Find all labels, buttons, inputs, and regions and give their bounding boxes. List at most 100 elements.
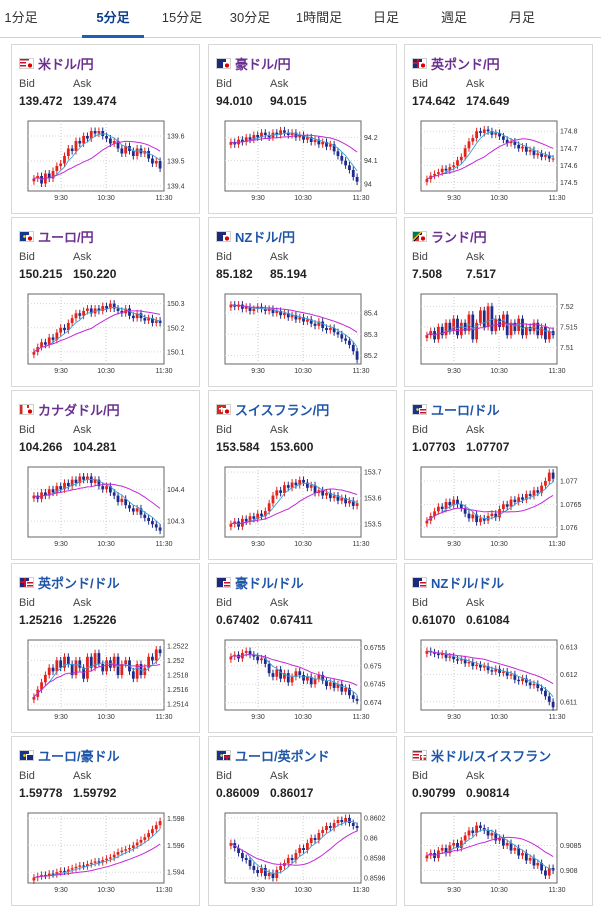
- rate-card[interactable]: NZドル/ドル Bid Ask 0.61070 0.61084 9:30 10:3…: [404, 563, 593, 733]
- tab-5[interactable]: 日足: [372, 10, 399, 25]
- rate-card[interactable]: 米ドル/円 Bid Ask 139.472 139.474 9:30 10:30 1…: [11, 44, 200, 214]
- candle-body: [425, 179, 429, 182]
- x-tick-label: 11:30: [549, 195, 566, 202]
- candle-body: [501, 838, 505, 846]
- ask-value: 1.07707: [466, 440, 510, 454]
- rate-card[interactable]: スイスフラン/円 Bid Ask 153.584 153.600 9:30 10:…: [208, 390, 397, 560]
- candle-body: [498, 132, 501, 137]
- candle-body: [32, 351, 36, 355]
- price-chart[interactable]: 9:30 10:30 11:30 1.2522 1.252 1.2518 1.2516 1.2…: [18, 638, 195, 726]
- candle-body: [74, 479, 78, 483]
- candle-body: [283, 673, 286, 679]
- ask-label: Ask: [466, 770, 485, 782]
- chart-svg: 9:30 10:30 11:30 1.077 1.0765 1.076: [420, 466, 582, 548]
- bid-label: Bid: [216, 770, 232, 782]
- pair-name[interactable]: 英ポンド/円: [431, 56, 500, 72]
- candle-body: [336, 151, 340, 156]
- price-chart[interactable]: 9:30 10:30 11:30 0.6755 0.675 0.6745 0.674: [215, 638, 392, 726]
- price-chart[interactable]: 9:30 10:30 11:30 0.9085 0.908: [411, 811, 588, 899]
- pair-name[interactable]: NZドル/ドル: [431, 575, 504, 591]
- card-header: ユーロ/ドル: [412, 400, 500, 418]
- candle-body: [256, 135, 260, 138]
- price-chart[interactable]: 9:30 10:30 11:30 94.2 94.1 94: [215, 119, 392, 207]
- candle-body: [325, 826, 328, 830]
- price-chart[interactable]: 9:30 10:30 11:30 1.077 1.0765 1.076: [411, 465, 588, 553]
- ma-short-line: [230, 304, 358, 348]
- pair-name[interactable]: 米ドル/円: [38, 56, 94, 72]
- tab-4[interactable]: 1時間足: [295, 10, 343, 25]
- candle-body: [271, 873, 275, 878]
- pair-name[interactable]: ユーロ/英ポンド: [235, 748, 330, 764]
- ma-short-line: [230, 483, 358, 525]
- tab-0[interactable]: 1分足: [4, 10, 38, 25]
- candle-body: [332, 144, 336, 152]
- candle-body: [456, 499, 459, 505]
- rate-card[interactable]: ユーロ/英ポンド Bid Ask 0.86009 0.86017 9:30 10:…: [208, 736, 397, 906]
- rate-card[interactable]: 英ポンド/円 Bid Ask 174.642 174.649 9:30 10:30…: [404, 44, 593, 214]
- candle-body: [544, 481, 547, 486]
- candle-body: [271, 308, 275, 314]
- tab-2[interactable]: 15分足: [161, 10, 203, 25]
- tab-1[interactable]: 5分足: [82, 0, 144, 38]
- rate-card[interactable]: 米ドル/スイスフラン Bid Ask 0.90799 0.90814 9:30 1…: [404, 736, 593, 906]
- rate-card[interactable]: ユーロ/豪ドル Bid Ask 1.59778 1.59792 9:30 10:3…: [11, 736, 200, 906]
- rate-card[interactable]: ランド/円 Bid Ask 7.508 7.517 9:30 10:30 11:30…: [404, 217, 593, 387]
- candle-body: [302, 317, 305, 322]
- pair-name[interactable]: 米ドル/スイスフラン: [431, 748, 552, 764]
- candle-body: [540, 688, 544, 691]
- ask-label: Ask: [73, 251, 92, 263]
- y-tick-label: 1.252: [167, 658, 185, 665]
- bid-value: 1.25216: [19, 613, 63, 627]
- tab-3[interactable]: 30分足: [229, 10, 271, 25]
- price-chart[interactable]: 9:30 10:30 11:30 139.6 139.5 139.4: [18, 119, 195, 207]
- candle-body: [309, 676, 313, 685]
- pair-name[interactable]: カナダドル/円: [38, 402, 120, 418]
- price-chart[interactable]: 9:30 10:30 11:30 85.4 85.3 85.2: [215, 292, 392, 380]
- rate-card[interactable]: 豪ドル/円 Bid Ask 94.010 94.015 9:30 10:30 11:…: [208, 44, 397, 214]
- x-tick-label: 10:30: [97, 541, 115, 548]
- candle-body: [452, 318, 456, 332]
- price-chart[interactable]: 9:30 10:30 11:30 1.598 1.596 1.594: [18, 811, 195, 899]
- rate-card[interactable]: ユーロ/円 Bid Ask 150.215 150.220 9:30 10:30 1…: [11, 217, 200, 387]
- candle-body: [78, 476, 82, 483]
- price-chart[interactable]: 9:30 10:30 11:30 174.8 174.7 174.6 174.5: [411, 119, 588, 207]
- price-chart[interactable]: 9:30 10:30 11:30 0.613 0.612 0.611: [411, 638, 588, 726]
- candle-body: [344, 160, 348, 166]
- x-tick-label: 11:30: [156, 887, 173, 894]
- candle-body: [490, 670, 494, 672]
- pair-name[interactable]: ユーロ/豪ドル: [38, 748, 120, 764]
- rate-card[interactable]: NZドル/円 Bid Ask 85.182 85.194 9:30 10:30 11…: [208, 217, 397, 387]
- y-tick-label: 0.8598: [364, 856, 386, 863]
- price-chart[interactable]: 9:30 10:30 11:30 150.3 150.2 150.1: [18, 292, 195, 380]
- pair-name[interactable]: 豪ドル/ドル: [235, 575, 304, 591]
- x-tick-label: 9:30: [447, 195, 461, 202]
- pair-name[interactable]: スイスフラン/円: [235, 402, 330, 418]
- rate-card[interactable]: カナダドル/円 Bid Ask 104.266 104.281 9:30 10:3…: [11, 390, 200, 560]
- y-tick-label: 1.076: [560, 525, 578, 532]
- x-tick-label: 10:30: [294, 887, 312, 894]
- y-tick-label: 7.51: [560, 345, 574, 352]
- pair-name[interactable]: ユーロ/円: [38, 229, 94, 245]
- pair-name[interactable]: ランド/円: [431, 229, 487, 245]
- rate-card[interactable]: 英ポンド/ドル Bid Ask 1.25216 1.25226 9:30 10:3…: [11, 563, 200, 733]
- bid-label: Bid: [216, 251, 232, 263]
- candle-body: [459, 504, 463, 509]
- candle-body: [43, 492, 47, 496]
- candle-body: [540, 153, 544, 157]
- pair-name[interactable]: 豪ドル/円: [235, 56, 291, 72]
- pair-name[interactable]: ユーロ/ドル: [431, 402, 500, 418]
- candle-body: [86, 136, 89, 139]
- pair-name[interactable]: 英ポンド/ドル: [38, 575, 120, 591]
- price-chart[interactable]: 9:30 10:30 11:30 104.4 104.3: [18, 465, 195, 553]
- candle-body: [256, 513, 260, 519]
- pair-name[interactable]: NZドル/円: [235, 229, 295, 245]
- price-chart[interactable]: 9:30 10:30 11:30 153.7 153.6 153.5: [215, 465, 392, 553]
- y-tick-label: 0.674: [364, 700, 382, 707]
- tab-7[interactable]: 月足: [508, 10, 535, 25]
- x-tick-label: 11:30: [549, 714, 566, 721]
- price-chart[interactable]: 9:30 10:30 11:30 7.52 7.515 7.51: [411, 292, 588, 380]
- tab-6[interactable]: 週足: [440, 10, 467, 25]
- rate-card[interactable]: ユーロ/ドル Bid Ask 1.07703 1.07707 9:30 10:30…: [404, 390, 593, 560]
- price-chart[interactable]: 9:30 10:30 11:30 0.8602 0.86 0.8598 0.8596: [215, 811, 392, 899]
- rate-card[interactable]: 豪ドル/ドル Bid Ask 0.67402 0.67411 9:30 10:30…: [208, 563, 397, 733]
